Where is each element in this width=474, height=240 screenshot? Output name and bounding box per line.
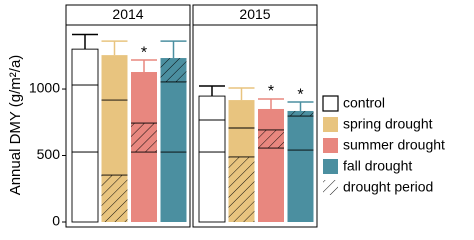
significance-mark: * [141, 44, 147, 61]
panel-frame [65, 24, 191, 228]
bar-segment [71, 84, 99, 153]
bar-segment [160, 81, 187, 153]
drought-hatch [258, 129, 284, 149]
drought-hatch [101, 175, 128, 222]
legend-label: fall drought [343, 158, 412, 174]
drought-hatch [131, 123, 157, 153]
bar-segment [228, 127, 255, 157]
panel-frame [192, 24, 318, 228]
bar-segment [160, 152, 187, 222]
legend-label: control [343, 95, 385, 111]
significance-mark: * [297, 86, 303, 103]
y-tick-label: 0 [52, 213, 60, 229]
drought-hatch [160, 58, 187, 82]
facet-title: 2014 [112, 6, 143, 22]
legend-swatch [323, 138, 338, 153]
bar-segment [258, 108, 284, 130]
bar-segment [228, 100, 255, 128]
bar-segment [101, 55, 128, 101]
bar-segment [101, 100, 128, 176]
legend-swatch [323, 159, 338, 174]
y-tick-label: 1000 [29, 80, 60, 96]
bar-segment [131, 152, 157, 222]
facet-title: 2015 [239, 6, 270, 22]
y-tick-label: 500 [37, 146, 61, 162]
bar-segment [287, 150, 314, 222]
legend-swatch [323, 180, 338, 195]
legend-label: summer drought [343, 137, 445, 153]
bar-segment [198, 95, 226, 121]
legend-swatch [323, 117, 338, 132]
legend-label: spring drought [343, 116, 433, 132]
bar-segment [131, 72, 157, 124]
y-axis-label: Annual DMY (g/m²/a) [7, 55, 24, 196]
bar-segment [258, 148, 284, 222]
bar-segment [198, 151, 226, 223]
bar-segment [287, 116, 314, 151]
legend-label: drought period [343, 179, 433, 195]
significance-mark: * [268, 83, 274, 100]
chart: Annual DMY (g/m²/a) 0 500 1000 2014 * 2015 * * c… [7, 4, 445, 229]
bar-segment [71, 151, 99, 223]
bar-segment [71, 48, 99, 86]
bar-segment [198, 119, 226, 153]
legend-swatch [322, 95, 339, 112]
drought-hatch [228, 156, 255, 222]
drought-hatch [287, 110, 314, 117]
